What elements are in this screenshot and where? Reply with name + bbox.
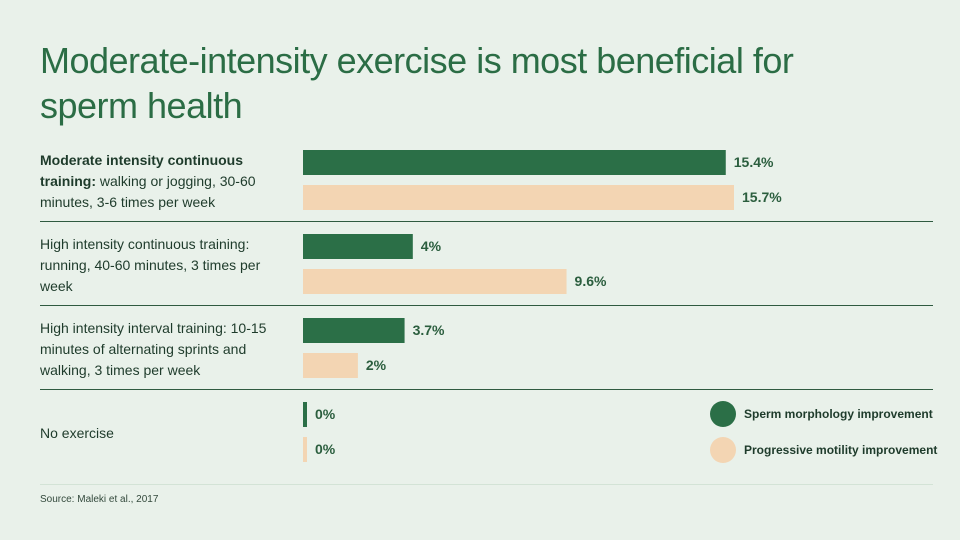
row-label-no-exercise: No exercise <box>40 423 295 443</box>
row-label-high-continuous: High intensity continuous training: runn… <box>40 234 295 297</box>
bar-morphology-2 <box>303 318 405 343</box>
legend-label: Progressive motility improvement <box>744 443 938 457</box>
bar-morphology-0 <box>303 150 726 175</box>
row-label-interval: High intensity interval training: 10-15 … <box>40 318 295 381</box>
row-label-text: High intensity continuous training: runn… <box>40 236 261 294</box>
row-label-text: walking or jogging, 30-60 minutes, 3-6 t… <box>40 173 256 210</box>
bar-motility-0 <box>303 185 734 210</box>
legend-label: Sperm morphology improvement <box>744 407 933 421</box>
legend-item-morphology: Sperm morphology improvement <box>710 401 933 427</box>
data-label-morphology-3: 0% <box>315 406 336 422</box>
row-divider <box>40 389 933 390</box>
bar-motility-1 <box>303 269 567 294</box>
data-label-morphology-2: 3.7% <box>413 322 445 338</box>
legend-swatch-motility <box>710 437 736 463</box>
legend-item-motility: Progressive motility improvement <box>710 437 937 463</box>
row-divider <box>40 305 933 306</box>
data-label-motility-3: 0% <box>315 441 336 457</box>
row-label-text: High intensity interval training: 10-15 … <box>40 320 267 378</box>
bar-morphology-1 <box>303 234 413 259</box>
data-label-motility-0: 15.7% <box>742 189 782 205</box>
source-note: Source: Maleki et al., 2017 <box>40 494 159 505</box>
row-divider <box>40 221 933 222</box>
footer-divider <box>40 484 933 485</box>
data-label-motility-1: 9.6% <box>575 273 607 289</box>
row-label-text: No exercise <box>40 425 114 441</box>
bar-motility-2 <box>303 353 358 378</box>
bar-morphology-3 <box>303 402 307 427</box>
data-label-motility-2: 2% <box>366 357 387 373</box>
row-label-bold: Moderate intensity continuous training: <box>40 152 244 189</box>
chart-title: Moderate-intensity exercise is most bene… <box>40 40 794 126</box>
legend-swatch-morphology <box>710 401 736 427</box>
data-label-morphology-0: 15.4% <box>734 154 774 170</box>
bar-motility-3 <box>303 437 307 462</box>
row-label-moderate-continuous: Moderate intensity continuous training: … <box>40 150 295 213</box>
data-label-morphology-1: 4% <box>421 238 442 254</box>
